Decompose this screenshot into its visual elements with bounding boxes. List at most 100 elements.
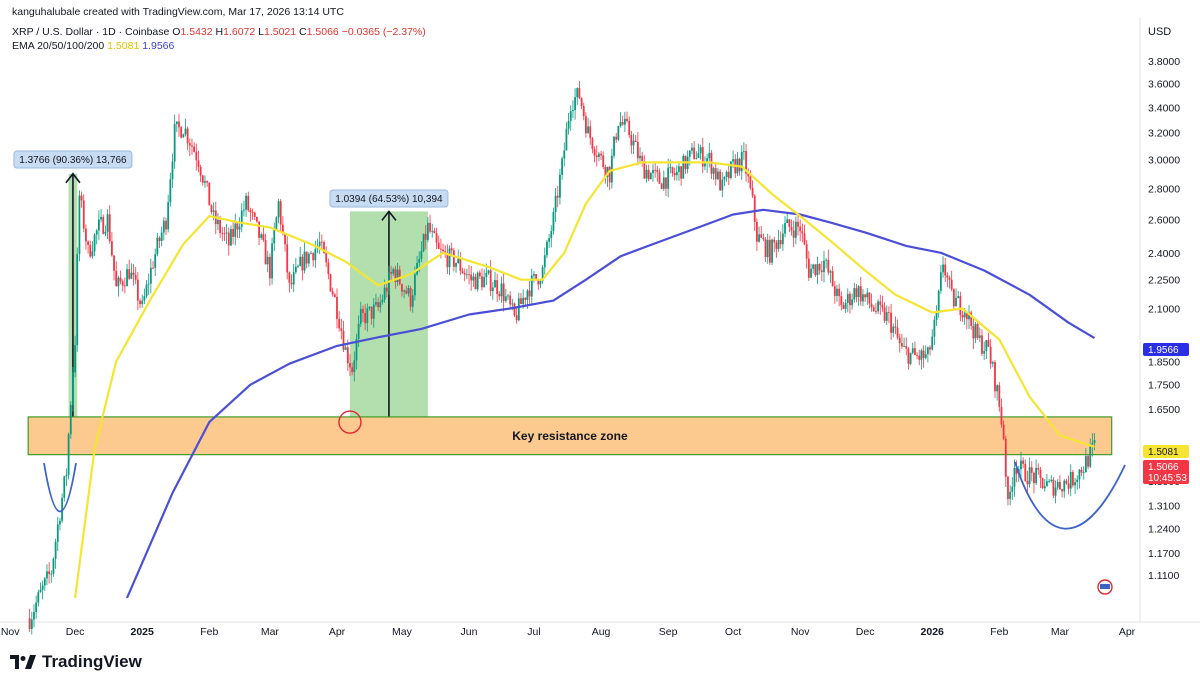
candle-body <box>1000 406 1003 425</box>
candle <box>546 239 548 259</box>
candle-body <box>232 229 235 237</box>
candle-body <box>894 326 897 328</box>
candle-body <box>134 274 137 280</box>
candle-body <box>697 153 700 159</box>
candle-body <box>959 296 962 315</box>
candle <box>452 247 455 272</box>
candle <box>660 182 663 190</box>
candle-body <box>755 221 758 242</box>
candle-body <box>262 234 265 241</box>
candle <box>905 337 908 356</box>
candle-body <box>225 232 228 234</box>
candle <box>730 161 732 180</box>
candle <box>273 222 276 252</box>
measure-label: 1.0394 (64.53%) 10,394 <box>335 194 443 205</box>
candle <box>487 269 490 275</box>
candle <box>305 251 308 269</box>
candle <box>33 604 35 628</box>
candle-body <box>375 302 377 305</box>
candle-body <box>777 239 780 249</box>
candle-body <box>714 168 717 180</box>
candle-body <box>883 307 886 321</box>
candle <box>245 193 247 217</box>
candle-body <box>405 290 408 294</box>
candle <box>712 166 715 180</box>
candle-body <box>28 618 31 629</box>
candle <box>225 223 228 244</box>
candle <box>991 360 994 368</box>
candle <box>745 143 747 182</box>
candle-body <box>1030 467 1033 473</box>
tradingview-logo[interactable]: TradingView <box>10 652 142 672</box>
ema-legend[interactable]: EMA 20/50/100/200 1.5081 1.9566 <box>12 40 174 52</box>
candle-body <box>439 248 442 250</box>
candle-body <box>1093 440 1096 444</box>
candle-body <box>838 288 841 297</box>
candle <box>249 207 252 222</box>
candle-body <box>119 277 122 282</box>
candle-body <box>896 327 899 338</box>
candle-body <box>630 135 633 146</box>
candle-body <box>576 88 579 98</box>
candle-body <box>180 127 183 138</box>
candle <box>149 258 152 294</box>
candle <box>407 285 410 297</box>
candle <box>1050 475 1053 483</box>
candle-body <box>554 195 557 213</box>
candle <box>701 137 704 173</box>
candle-body <box>790 226 793 231</box>
candle <box>626 111 628 123</box>
candle <box>307 252 310 267</box>
candle-body <box>509 295 512 305</box>
candle <box>760 225 763 238</box>
candle <box>496 273 499 302</box>
candle-body <box>792 230 795 238</box>
candle <box>191 138 193 155</box>
candle-body <box>978 335 981 338</box>
candle <box>859 276 862 306</box>
candle-body <box>807 258 810 278</box>
candle <box>515 306 518 324</box>
candle-body <box>167 202 170 230</box>
candle <box>310 250 312 255</box>
candle <box>647 164 650 182</box>
candle <box>193 142 196 153</box>
ema-fast-line <box>74 161 1095 599</box>
candle-body <box>312 253 315 261</box>
candle-body <box>126 269 128 287</box>
candle <box>1000 398 1003 428</box>
candle-body <box>671 167 674 174</box>
candle <box>251 208 254 220</box>
candle <box>455 262 457 273</box>
tradingview-logo-icon <box>10 655 36 669</box>
candle <box>1004 435 1007 488</box>
candle <box>1074 478 1076 495</box>
price-badge <box>1143 445 1189 458</box>
measure-label-box <box>329 189 449 208</box>
candle-body <box>572 110 574 112</box>
candle <box>427 217 429 243</box>
candle-body <box>1056 481 1059 488</box>
candle-body <box>862 294 864 302</box>
y-tick-label: 2.1000 <box>1148 304 1180 316</box>
candle <box>59 518 61 531</box>
candle <box>72 366 74 412</box>
candle <box>1059 475 1061 491</box>
candle <box>110 231 113 257</box>
candle <box>48 561 51 584</box>
candle <box>39 582 42 593</box>
candle <box>803 224 806 246</box>
ema-fast-value: 1.5081 <box>107 40 140 52</box>
candle-body <box>613 136 615 156</box>
candle <box>939 264 942 294</box>
candle-body <box>797 221 799 227</box>
candle <box>351 362 354 376</box>
candle <box>721 172 724 198</box>
candle <box>541 264 544 284</box>
y-tick-label: 2.8000 <box>1148 183 1180 195</box>
chart-credit: kanguhalubale created with TradingView.c… <box>12 6 344 18</box>
candle-body <box>104 231 107 234</box>
candle-body <box>256 216 258 222</box>
candle-body <box>857 286 860 298</box>
